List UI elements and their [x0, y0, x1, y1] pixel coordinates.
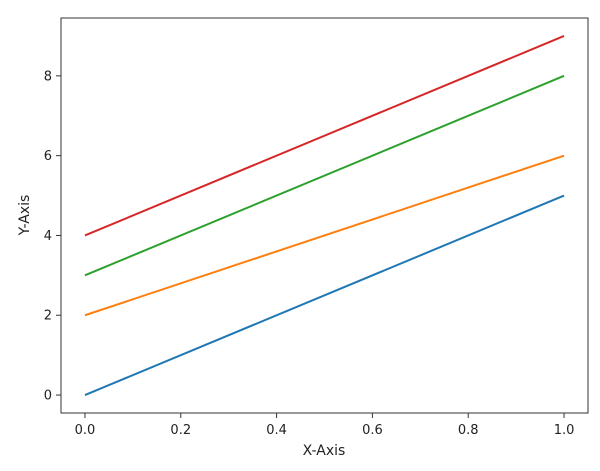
x-axis-label: X-Axis	[303, 443, 346, 459]
x-tick-label: 0.8	[458, 423, 479, 438]
x-tick-label: 0.4	[266, 423, 287, 438]
y-ticks: 0 2 4 6 8	[44, 69, 61, 404]
series-line-1	[84, 194, 565, 396]
y-tick-label: 8	[44, 69, 52, 84]
y-axis-label: Y-Axis	[17, 195, 33, 237]
series-line-3	[84, 74, 565, 277]
x-tick-label: 0.0	[75, 423, 96, 438]
y-tick-label: 2	[44, 309, 52, 324]
y-tick-label: 6	[44, 149, 52, 164]
x-ticks: 0.0 0.2 0.4 0.6 0.8 1.0	[75, 413, 575, 438]
series-line-2	[84, 154, 565, 317]
series-layer	[84, 35, 565, 396]
plot-area	[60, 17, 589, 414]
y-tick-label: 4	[44, 229, 52, 244]
x-tick-label: 1.0	[554, 423, 575, 438]
series-line-4	[84, 35, 565, 237]
y-tick-label: 0	[44, 389, 52, 404]
x-tick-label: 0.6	[362, 423, 383, 438]
x-tick-label: 0.2	[170, 423, 191, 438]
